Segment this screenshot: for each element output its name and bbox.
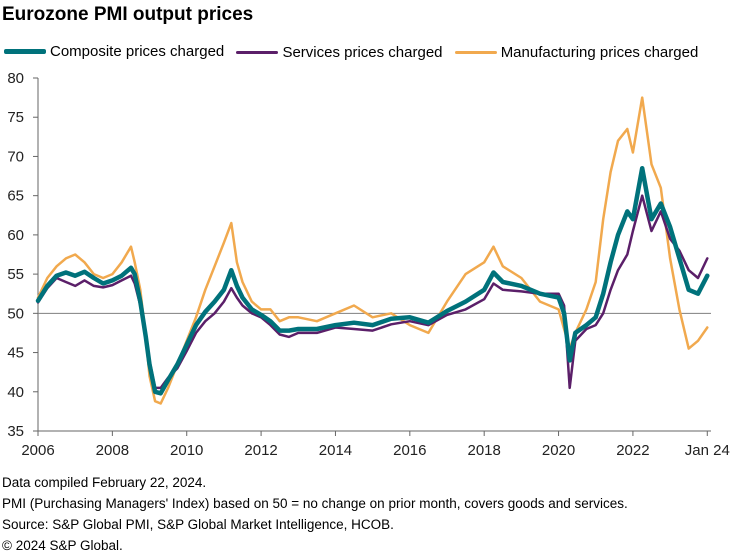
series-line-manufacturing xyxy=(36,96,709,405)
legend-item-manufacturing: Manufacturing prices charged xyxy=(454,44,699,61)
y-tick-label: 50 xyxy=(7,305,24,322)
x-tick-label: 2016 xyxy=(393,442,426,459)
x-tick-label: 2012 xyxy=(244,442,277,459)
legend-swatch-manufacturing xyxy=(454,51,497,54)
x-tick-label: Jan 24 xyxy=(685,442,730,459)
x-tick-label: 2014 xyxy=(319,442,352,459)
y-tick-label: 40 xyxy=(7,384,24,401)
chart-axes: 35 40 45 50 55 60 65 70 75 80 2006 2008 2010 2012 2014… xyxy=(7,70,729,459)
x-tick-label: 2008 xyxy=(96,442,129,459)
legend: Composite prices charged Services prices… xyxy=(4,41,706,61)
chart-title: Eurozone PMI output prices xyxy=(2,4,254,25)
legend-label-services: Services prices charged xyxy=(282,44,443,61)
line-chart: 35 40 45 50 55 60 65 70 75 80 2006 2008 2010 2012 2014… xyxy=(7,70,729,459)
y-tick-label: 60 xyxy=(7,227,24,244)
x-tick-label: 2018 xyxy=(468,442,501,459)
y-tick-label: 55 xyxy=(7,266,24,283)
y-tick-label: 80 xyxy=(7,70,24,87)
legend-label-composite: Composite prices charged xyxy=(50,43,225,60)
legend-label-manufacturing: Manufacturing prices charged xyxy=(500,44,699,61)
y-tick-label: 75 xyxy=(7,109,24,126)
x-tick-label: 2010 xyxy=(170,442,203,459)
y-tick-label: 70 xyxy=(7,148,24,165)
legend-item-composite: Composite prices charged xyxy=(4,43,224,60)
x-tick-label: 2006 xyxy=(21,442,54,459)
footnote-definition: PMI (Purchasing Managers' Index) based o… xyxy=(2,496,628,511)
footnote-compiled: Data compiled February 22, 2024. xyxy=(2,475,207,490)
y-tick-label: 65 xyxy=(7,188,24,205)
legend-swatch-composite xyxy=(4,49,46,54)
x-tick-label: 2020 xyxy=(542,442,575,459)
legend-item-services: Services prices charged xyxy=(236,44,443,61)
series-lines xyxy=(35,96,710,405)
footnotes: Data compiled February 22, 2024. PMI (Pu… xyxy=(2,472,628,556)
y-tick-label: 45 xyxy=(7,345,24,362)
footnote-copyright: © 2024 S&P Global. xyxy=(2,538,123,553)
series-line-composite xyxy=(35,165,710,396)
y-tick-label: 35 xyxy=(7,423,24,440)
x-tick-label: 2022 xyxy=(616,442,649,459)
legend-swatch-services xyxy=(236,51,279,54)
footnote-source: Source: S&P Global PMI, S&P Global Marke… xyxy=(2,517,394,532)
